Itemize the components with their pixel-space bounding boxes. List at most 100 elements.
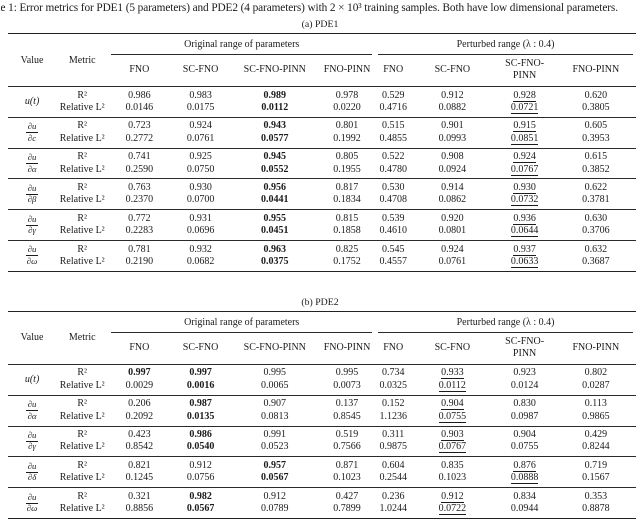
l2-value-cell: 0.0767 bbox=[494, 164, 556, 179]
l2-value-cell: 0.1567 bbox=[556, 472, 636, 487]
table-row: Relative L² 0.2283 0.0696 0.0451 0.1858 0.461… bbox=[8, 225, 636, 240]
r2-value: 0.604 bbox=[381, 459, 405, 471]
l2-value-cell: 0.4780 bbox=[375, 164, 411, 179]
l2-value-cell: 0.0987 bbox=[494, 411, 556, 426]
l2-value-cell: 0.0146 bbox=[108, 102, 170, 117]
r2-value-cell: 0.429 bbox=[555, 425, 636, 442]
r2-value: 0.772 bbox=[128, 212, 151, 224]
fraction-numerator: ∂u bbox=[25, 121, 39, 134]
r2-value: 0.821 bbox=[128, 459, 151, 471]
r2-value-cell: 0.925 bbox=[170, 147, 231, 164]
r2-value: 0.805 bbox=[335, 151, 359, 163]
method-header: SC-FNO-PINN bbox=[230, 332, 319, 365]
value-cell: ∂u ∂ω bbox=[8, 487, 57, 519]
fraction-numerator: ∂u bbox=[25, 244, 39, 257]
r2-value-cell: 0.830 bbox=[493, 394, 556, 411]
l2-value: 0.9875 bbox=[379, 441, 407, 453]
l2-value: 0.0124 bbox=[510, 379, 539, 391]
r2-value: 0.605 bbox=[584, 120, 608, 132]
r2-value: 0.924 bbox=[441, 243, 464, 255]
l2-value-cell: 0.4855 bbox=[375, 133, 411, 148]
fraction-numerator: ∂u bbox=[25, 152, 39, 165]
value-cell: u(t) bbox=[8, 87, 56, 118]
l2-value-cell: 0.0065 bbox=[231, 380, 319, 395]
table-row: ∂u ∂γ R² 0.423 0.986 0.991 0.519 0.311 0.903 0.90… bbox=[8, 425, 636, 457]
method-header: FNO-PINN bbox=[555, 55, 636, 87]
metric-label: R² bbox=[77, 212, 88, 224]
metric-cell: R² bbox=[56, 487, 109, 504]
r2-value: 0.734 bbox=[381, 367, 405, 379]
fraction-numerator: ∂u bbox=[25, 429, 39, 442]
r2-value: 0.817 bbox=[335, 181, 359, 193]
metric-cell: Relative L² bbox=[56, 411, 108, 426]
l2-value: 0.0750 bbox=[186, 163, 215, 175]
value-column-header: Value bbox=[8, 33, 57, 87]
metric-label: R² bbox=[77, 120, 88, 132]
table-row: Relative L² 0.1245 0.0756 0.0567 0.1023 0.254… bbox=[8, 472, 636, 487]
r2-value: 0.630 bbox=[584, 212, 608, 224]
l2-value-cell: 0.0924 bbox=[411, 164, 493, 179]
table-row: u(t) R² 0.997 0.997 0.995 0.995 0.734 0.933 0.92… bbox=[8, 364, 636, 384]
r2-value-cell: 0.630 bbox=[555, 209, 636, 226]
l2-value-cell: 0.0073 bbox=[319, 380, 375, 395]
r2-value: 0.912 bbox=[441, 490, 464, 503]
method-header: FNO-PINN bbox=[555, 332, 636, 365]
l2-value-cell: 0.1858 bbox=[319, 225, 375, 240]
table-row: Relative L² 0.0029 0.0016 0.0065 0.0073 0.032… bbox=[8, 380, 636, 395]
value-cell: ∂u ∂α bbox=[8, 394, 57, 426]
r2-value: 0.530 bbox=[381, 181, 405, 193]
l2-value-cell: 0.0801 bbox=[411, 225, 493, 240]
r2-value: 0.620 bbox=[584, 89, 608, 101]
l2-value: 0.0567 bbox=[186, 503, 215, 515]
l2-value: 0.0924 bbox=[438, 163, 467, 175]
l2-value: 0.1858 bbox=[333, 225, 361, 237]
l2-value-cell: 0.0112 bbox=[231, 102, 319, 117]
metric-cell: Relative L² bbox=[56, 194, 108, 209]
l2-value-cell: 0.0523 bbox=[231, 441, 319, 456]
r2-value-cell: 0.907 bbox=[230, 394, 319, 411]
l2-value: 0.8878 bbox=[582, 503, 610, 515]
l2-value-cell: 0.0135 bbox=[170, 411, 230, 426]
l2-value-cell: 0.2092 bbox=[108, 411, 170, 426]
group-header-label: Original range of parameters bbox=[111, 34, 373, 55]
l2-value-cell: 1.0244 bbox=[375, 503, 411, 518]
l2-value: 0.0016 bbox=[186, 379, 215, 391]
r2-value-cell: 0.723 bbox=[108, 116, 171, 133]
l2-value: 0.0540 bbox=[186, 441, 215, 453]
l2-value-cell: 0.0813 bbox=[231, 411, 319, 426]
l2-value: 0.0065 bbox=[261, 379, 289, 391]
l2-value: 0.1023 bbox=[333, 472, 361, 484]
l2-value-cell: 0.0124 bbox=[494, 380, 556, 395]
l2-value: 0.4716 bbox=[379, 101, 407, 113]
l2-value: 0.1567 bbox=[582, 472, 610, 484]
r2-value-cell: 0.620 bbox=[556, 87, 636, 102]
r2-value-cell: 0.815 bbox=[318, 209, 376, 226]
r2-value: 0.615 bbox=[584, 151, 608, 163]
l2-value: 0.3781 bbox=[582, 194, 610, 206]
r2-value: 0.924 bbox=[513, 151, 536, 164]
group-header: Original range of parameters bbox=[108, 34, 375, 55]
l2-value: 0.0721 bbox=[510, 101, 539, 114]
l2-value-cell: 0.0016 bbox=[170, 380, 230, 395]
r2-value: 0.622 bbox=[584, 181, 608, 193]
l2-value-cell: 0.8545 bbox=[319, 411, 375, 426]
l2-value: 0.0813 bbox=[261, 410, 289, 422]
l2-value: 0.2370 bbox=[125, 194, 154, 206]
r2-value-cell: 0.137 bbox=[318, 394, 376, 411]
r2-value: 0.904 bbox=[441, 398, 464, 411]
l2-value: 0.0755 bbox=[510, 441, 539, 453]
r2-value: 0.997 bbox=[189, 367, 212, 379]
l2-value-cell: 0.0112 bbox=[411, 380, 493, 395]
metric-cell: R² bbox=[56, 240, 109, 256]
r2-value: 0.920 bbox=[441, 212, 464, 224]
metric-label: Relative L² bbox=[59, 132, 105, 144]
r2-value: 0.943 bbox=[263, 120, 287, 132]
l2-value-cell: 0.0756 bbox=[170, 472, 230, 487]
r2-value-cell: 0.978 bbox=[319, 87, 375, 102]
l2-value-cell: 0.8244 bbox=[556, 441, 636, 456]
fraction-numerator: ∂u bbox=[25, 182, 39, 195]
l2-value: 0.2092 bbox=[125, 410, 154, 422]
metric-label: Relative L² bbox=[59, 163, 105, 175]
group-header-label: Perturbed range (λ : 0.4) bbox=[378, 34, 633, 55]
l2-value-cell: 0.0682 bbox=[170, 256, 230, 271]
